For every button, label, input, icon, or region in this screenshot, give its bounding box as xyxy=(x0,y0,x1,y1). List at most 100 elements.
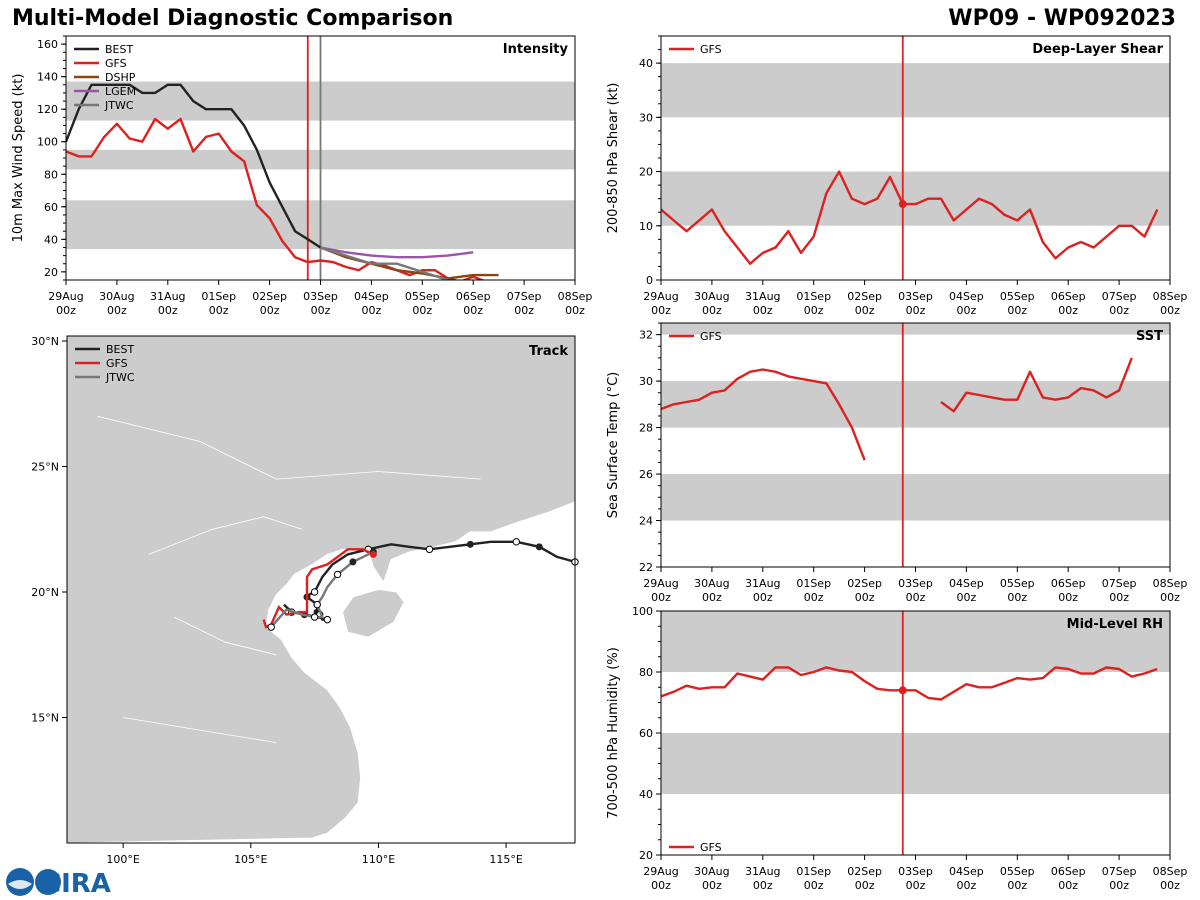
track-point-open xyxy=(310,613,319,621)
x-tick-sublabel: 00z xyxy=(412,304,432,317)
x-tick-sublabel: 00z xyxy=(1058,591,1078,604)
x-tick-label: 30Aug xyxy=(694,865,729,878)
x-tick-label: 110°E xyxy=(362,853,395,866)
series-line-lgem xyxy=(320,246,474,259)
x-tick-label: 01Sep xyxy=(796,290,831,303)
shade-band xyxy=(661,381,1170,428)
legend: GFS xyxy=(669,43,722,56)
series-line-gfs xyxy=(661,368,866,461)
y-tick-label: 160 xyxy=(37,38,58,51)
panel-shear: 01020304029Aug00z30Aug00z31Aug00z01Sep00… xyxy=(606,35,1188,317)
x-tick-sublabel: 00z xyxy=(56,304,76,317)
x-tick-label: 04Sep xyxy=(354,290,389,303)
panel-title: SST xyxy=(1136,329,1163,344)
storm-id: WP09 - WP092023 xyxy=(948,6,1176,31)
x-tick-label: 07Sep xyxy=(507,290,542,303)
y-tick-label: 20 xyxy=(639,166,653,179)
y-tick-label: 30 xyxy=(639,111,653,124)
track-point-open xyxy=(333,570,342,579)
admin-border xyxy=(174,616,277,656)
x-tick-sublabel: 00z xyxy=(753,304,773,317)
x-tick-label: 29Aug xyxy=(643,577,678,590)
x-tick-label: 05Sep xyxy=(1000,290,1035,303)
x-tick-label: 08Sep xyxy=(1153,290,1188,303)
panel-title: Track xyxy=(529,344,568,359)
admin-border xyxy=(148,516,303,555)
x-tick-sublabel: 00z xyxy=(804,879,824,892)
cira-wordmark: CIRA xyxy=(42,869,111,898)
x-tick-label: 105°E xyxy=(234,853,267,866)
y-tick-label: 40 xyxy=(639,57,653,70)
panel-title: Deep-Layer Shear xyxy=(1032,42,1163,57)
x-tick-label: 06Sep xyxy=(1051,865,1086,878)
x-tick-label: 04Sep xyxy=(949,577,984,590)
track-point-filled xyxy=(349,558,357,566)
shade-band xyxy=(661,171,1170,226)
x-tick-label: 02Sep xyxy=(847,577,882,590)
legend-label-gfs: GFS xyxy=(700,43,722,56)
x-tick-sublabel: 00z xyxy=(311,304,331,317)
x-tick-label: 03Sep xyxy=(898,577,933,590)
x-tick-sublabel: 00z xyxy=(514,304,534,317)
panel-title: Intensity xyxy=(503,42,569,57)
x-tick-label: 05Sep xyxy=(1000,865,1035,878)
y-tick-label: 140 xyxy=(37,71,58,84)
legend-label-best: BEST xyxy=(105,43,133,56)
x-tick-sublabel: 00z xyxy=(158,304,178,317)
x-tick-label: 30Aug xyxy=(99,290,134,303)
y-axis-label: 10m Max Wind Speed (kt) xyxy=(11,74,26,243)
x-tick-label: 07Sep xyxy=(1102,865,1137,878)
x-tick-sublabel: 00z xyxy=(107,304,127,317)
x-tick-sublabel: 00z xyxy=(651,879,671,892)
y-tick-label: 26 xyxy=(639,468,653,481)
x-tick-label: 06Sep xyxy=(456,290,491,303)
shade-band xyxy=(661,474,1170,521)
x-tick-label: 29Aug xyxy=(48,290,83,303)
x-tick-sublabel: 00z xyxy=(1007,591,1027,604)
x-tick-label: 115°E xyxy=(489,853,522,866)
track-point-open xyxy=(267,623,275,631)
y-tick-label: 28 xyxy=(639,422,653,435)
x-tick-label: 02Sep xyxy=(847,290,882,303)
y-tick-label: 100 xyxy=(632,605,653,618)
x-tick-sublabel: 00z xyxy=(855,304,875,317)
analysis-marker xyxy=(898,200,907,209)
admin-border xyxy=(97,415,481,480)
legend-label-gfs: GFS xyxy=(700,330,722,343)
y-tick-label: 20 xyxy=(639,849,653,862)
analysis-marker xyxy=(898,686,907,695)
x-tick-label: 08Sep xyxy=(1153,577,1188,590)
x-tick-sublabel: 00z xyxy=(804,591,824,604)
x-tick-sublabel: 00z xyxy=(1160,304,1180,317)
shade-band xyxy=(661,323,1170,335)
x-tick-label: 31Aug xyxy=(745,865,780,878)
x-tick-sublabel: 00z xyxy=(702,304,722,317)
x-tick-sublabel: 00z xyxy=(906,304,926,317)
y-tick-label: 80 xyxy=(639,666,653,679)
x-tick-sublabel: 00z xyxy=(1007,304,1027,317)
y-tick-label: 100 xyxy=(37,136,58,149)
x-tick-label: 31Aug xyxy=(745,577,780,590)
panel-rh: 2040608010029Aug00z30Aug00z31Aug00z01Sep… xyxy=(606,605,1187,892)
y-tick-label: 120 xyxy=(37,103,58,116)
csu-emblem-icon xyxy=(35,869,61,895)
y-tick-label: 25°N xyxy=(31,461,59,474)
x-tick-label: 31Aug xyxy=(150,290,185,303)
x-tick-label: 01Sep xyxy=(796,865,831,878)
shade-band xyxy=(661,611,1170,672)
series-line-jtwc xyxy=(320,246,449,280)
x-tick-label: 06Sep xyxy=(1051,290,1086,303)
track-point-open xyxy=(313,600,321,609)
y-tick-label: 60 xyxy=(44,201,58,214)
x-tick-label: 07Sep xyxy=(1102,577,1137,590)
x-tick-label: 03Sep xyxy=(898,865,933,878)
x-tick-sublabel: 00z xyxy=(1160,591,1180,604)
legend-label-gfs: GFS xyxy=(106,357,128,370)
legend-label-jtwc: JTWC xyxy=(104,99,134,112)
y-tick-label: 30 xyxy=(639,375,653,388)
x-tick-sublabel: 00z xyxy=(1109,879,1129,892)
legend-label-best: BEST xyxy=(106,343,134,356)
x-tick-label: 02Sep xyxy=(847,865,882,878)
series-line-gfs xyxy=(661,170,1159,265)
